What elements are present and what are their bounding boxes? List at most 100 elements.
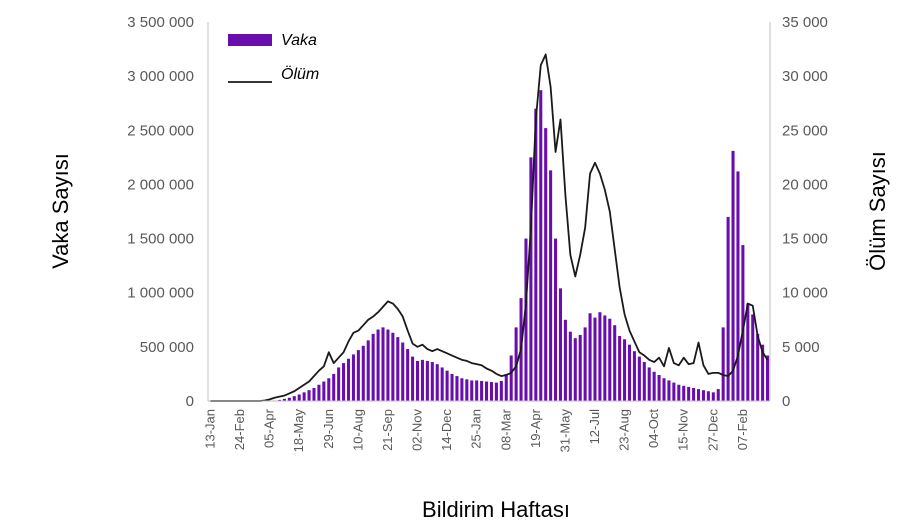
bar-vaka xyxy=(677,384,681,401)
bar-vaka xyxy=(396,337,400,401)
y-tick-right: 5 000 xyxy=(782,339,820,356)
x-tick-label: 13-Jan xyxy=(203,409,218,449)
bar-vaka xyxy=(741,245,745,401)
x-tick-label: 08-Mar xyxy=(498,408,513,450)
bar-vaka xyxy=(623,339,627,401)
bar-vaka xyxy=(736,171,740,401)
x-tick-labels: 13-Jan 24-Feb 05-Apr 18-May 29-Jun 10-Aug 21-S… xyxy=(203,408,750,452)
bar-vaka xyxy=(682,385,686,401)
x-tick-label: 24-Feb xyxy=(232,409,247,450)
bar-vaka xyxy=(706,391,710,401)
bar-vaka xyxy=(391,332,395,401)
x-tick-label: 12-Jul xyxy=(587,409,602,445)
bar-vaka xyxy=(672,382,676,401)
vaka-bars xyxy=(268,90,770,401)
bar-vaka xyxy=(470,380,474,401)
bar-vaka xyxy=(499,380,503,401)
y-tick-right: 20 000 xyxy=(782,176,828,193)
bar-vaka xyxy=(632,351,636,401)
bar-vaka xyxy=(440,367,444,401)
bar-vaka xyxy=(554,238,558,401)
y-tick-left: 3 500 000 xyxy=(127,14,194,31)
bar-vaka xyxy=(701,390,705,401)
bar-vaka xyxy=(549,170,553,401)
x-tick-label: 19-Apr xyxy=(528,408,543,448)
bar-vaka xyxy=(642,362,646,401)
bar-vaka xyxy=(435,364,439,401)
y-tick-left: 3 000 000 xyxy=(127,68,194,85)
x-axis-title: Bildirim Haftası xyxy=(422,497,570,522)
bar-vaka xyxy=(657,375,661,401)
bar-vaka xyxy=(450,373,454,401)
bar-vaka xyxy=(371,333,375,401)
legend-swatch-vaka xyxy=(228,34,272,46)
bar-vaka xyxy=(539,90,543,401)
bar-vaka xyxy=(751,314,755,401)
bar-vaka xyxy=(327,378,331,401)
bar-vaka xyxy=(351,354,355,401)
bar-vaka xyxy=(726,216,730,401)
bar-vaka xyxy=(598,312,602,401)
bar-vaka xyxy=(322,381,326,401)
bar-vaka xyxy=(317,384,321,401)
bar-vaka xyxy=(287,397,291,401)
bar-vaka xyxy=(746,303,750,401)
bar-vaka xyxy=(455,376,459,401)
bar-vaka xyxy=(302,392,306,401)
bar-vaka xyxy=(489,382,493,401)
bar-vaka xyxy=(361,345,365,401)
y-axis-title-right: Ölüm Sayısı xyxy=(865,151,890,271)
bar-vaka xyxy=(563,319,567,401)
bar-vaka xyxy=(480,380,484,401)
bar-vaka xyxy=(430,362,434,401)
bar-vaka xyxy=(692,388,696,401)
bar-vaka xyxy=(282,398,286,401)
bar-vaka xyxy=(647,367,651,401)
y-tick-right: 25 000 xyxy=(782,122,828,139)
bar-vaka xyxy=(485,381,489,401)
bar-vaka xyxy=(573,338,577,401)
y-tick-left: 2 000 000 xyxy=(127,176,194,193)
bar-vaka xyxy=(401,342,405,401)
bar-vaka xyxy=(509,355,513,401)
x-tick-label: 10-Aug xyxy=(350,409,365,451)
y-tick-left: 0 xyxy=(186,393,194,410)
bar-vaka xyxy=(366,340,370,401)
bar-vaka xyxy=(756,333,760,401)
right-tick-labels: 0 5 000 10 000 15 000 20 000 25 000 30 000 35 0… xyxy=(782,14,828,410)
y-tick-left: 1 000 000 xyxy=(127,285,194,302)
bar-vaka xyxy=(381,327,385,401)
bar-vaka xyxy=(356,350,360,401)
bar-vaka xyxy=(406,349,410,401)
y-tick-right: 0 xyxy=(782,393,790,410)
bar-vaka xyxy=(687,386,691,401)
bar-vaka xyxy=(721,327,725,401)
legend-label-vaka: Vaka xyxy=(281,32,317,49)
bar-vaka xyxy=(544,128,548,401)
bar-vaka xyxy=(662,378,666,401)
y-axis-title-left: Vaka Sayısı xyxy=(48,153,73,269)
x-tick-label: 05-Apr xyxy=(262,408,277,448)
bar-vaka xyxy=(608,318,612,401)
bar-vaka xyxy=(667,380,671,401)
bar-vaka xyxy=(716,389,720,401)
bar-vaka xyxy=(583,327,587,401)
bar-vaka xyxy=(731,150,735,401)
bar-vaka xyxy=(415,360,420,401)
legend: Vaka Ölüm xyxy=(228,32,319,83)
bar-vaka xyxy=(411,356,415,401)
bar-vaka xyxy=(277,399,282,401)
bar-vaka xyxy=(376,329,380,401)
bar-vaka xyxy=(386,329,390,401)
bar-vaka xyxy=(342,363,346,401)
bar-vaka xyxy=(593,317,597,401)
bar-vaka xyxy=(613,325,617,401)
bar-vaka xyxy=(297,394,301,401)
x-tick-label: 21-Sep xyxy=(380,409,395,451)
bar-vaka xyxy=(696,389,701,401)
bar-vaka xyxy=(568,331,572,401)
y-tick-right: 35 000 xyxy=(782,14,828,31)
left-tick-labels: 0 500 000 1 000 000 1 500 000 2 000 000 2 500… xyxy=(127,14,194,410)
x-tick-label: 31-May xyxy=(557,409,572,453)
